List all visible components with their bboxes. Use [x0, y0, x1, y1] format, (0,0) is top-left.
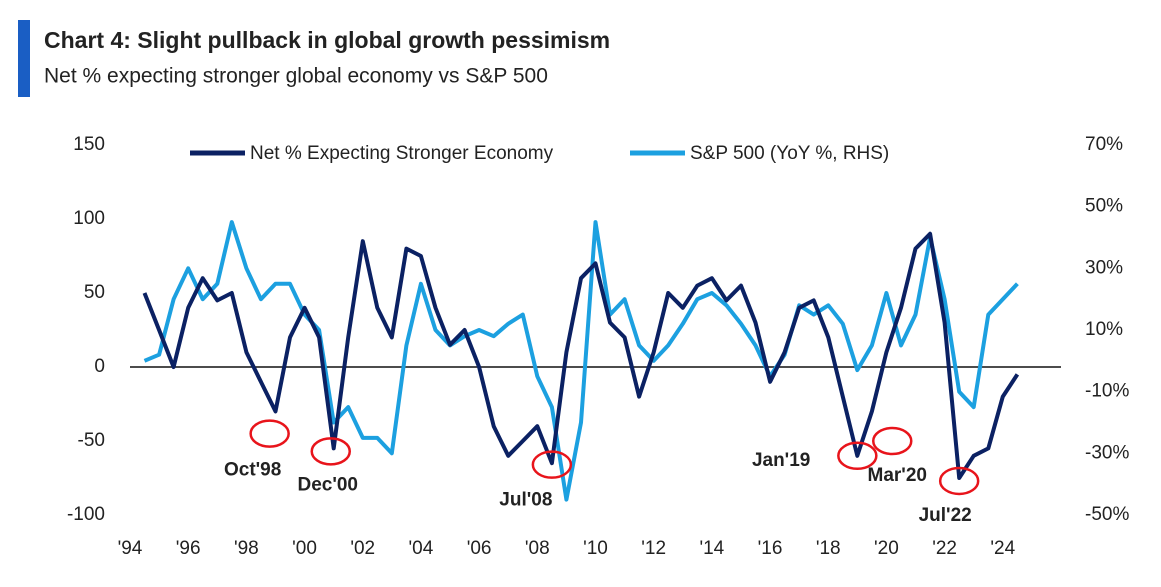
series-line [143, 220, 1019, 502]
annotation-label: Mar'20 [868, 465, 927, 486]
annotation-circle [531, 450, 573, 479]
chart-subtitle: Net % expecting stronger global economy … [44, 65, 548, 88]
x-tick-label: '10 [583, 538, 608, 559]
x-tick-label: '96 [176, 538, 201, 559]
x-tick-label: '12 [641, 538, 666, 559]
legend-label: S&P 500 (YoY %, RHS) [690, 143, 889, 164]
y-tick-label: 150 [73, 134, 105, 155]
y2-tick-label: 10% [1085, 319, 1123, 340]
y-tick-label: -50 [78, 430, 105, 451]
annotation-label: Jan'19 [752, 450, 810, 471]
x-tick-label: '16 [758, 538, 783, 559]
annotation-circle [249, 419, 290, 448]
x-tick-label: '00 [292, 538, 317, 559]
chart-title: Chart 4: Slight pullback in global growt… [44, 27, 610, 53]
series-line [142, 231, 1020, 480]
y-tick-label: 100 [73, 208, 105, 229]
y2-tick-label: -30% [1085, 442, 1129, 463]
annotation-label: Dec'00 [297, 474, 358, 495]
legend-label: Net % Expecting Stronger Economy [250, 143, 554, 164]
x-tick-label: '04 [409, 538, 434, 559]
annotation-circle [310, 437, 351, 466]
y-tick-label: 0 [94, 356, 105, 377]
x-tick-label: '08 [525, 538, 550, 559]
annotation-circle [872, 426, 913, 456]
x-tick-label: '06 [467, 538, 492, 559]
x-tick-label: '22 [932, 538, 957, 559]
annotation-label: Oct'98 [224, 460, 281, 481]
x-tick-label: '14 [699, 538, 724, 559]
title-bar [18, 20, 30, 97]
annotation-label: Jul'08 [499, 490, 552, 511]
annotation-label: Jul'22 [919, 505, 972, 526]
y2-tick-label: 30% [1085, 257, 1123, 278]
y2-tick-label: 50% [1085, 196, 1123, 217]
x-tick-label: '02 [350, 538, 375, 559]
annotation-circle [837, 441, 878, 471]
y-tick-label: -100 [67, 504, 105, 525]
y2-tick-label: -50% [1085, 504, 1129, 525]
x-tick-label: '18 [816, 538, 841, 559]
x-tick-label: '20 [874, 538, 899, 559]
x-tick-label: '24 [990, 538, 1015, 559]
x-tick-label: '94 [118, 538, 143, 559]
y-tick-label: 50 [84, 282, 105, 303]
y2-tick-label: -10% [1085, 381, 1129, 402]
y2-tick-label: 70% [1085, 134, 1123, 155]
annotation-circle [938, 466, 980, 496]
x-tick-label: '98 [234, 538, 259, 559]
